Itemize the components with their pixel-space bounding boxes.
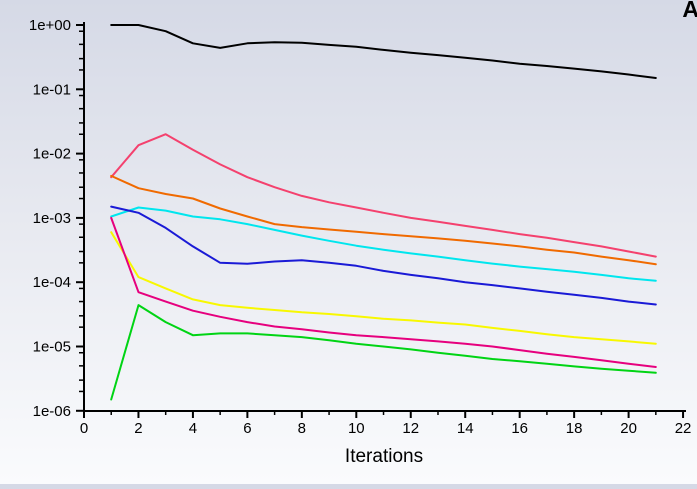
y-tick-label: 1e-01 bbox=[33, 81, 71, 98]
y-tick-label: 1e-04 bbox=[33, 274, 71, 291]
x-axis: 0 2 4 6 8 10 12 14 16 18 20 22 bbox=[80, 410, 692, 437]
x-tick-label: 16 bbox=[511, 420, 528, 437]
x-tick-label: 14 bbox=[457, 420, 474, 437]
y-axis: 1e+00 1e-01 1e-02 1e-03 1e-04 1e-05 1e-06 bbox=[29, 17, 85, 420]
residual-yellow bbox=[110, 231, 657, 345]
residual-blue bbox=[110, 205, 657, 306]
x-tick-label: 22 bbox=[675, 420, 692, 437]
x-tick-label: 6 bbox=[243, 420, 251, 437]
x-tick-label: 20 bbox=[620, 420, 637, 437]
ansys-logo-letter: A bbox=[682, 0, 697, 22]
residual-cyan bbox=[110, 206, 657, 282]
residual-magenta bbox=[110, 216, 657, 368]
residual-curves bbox=[110, 24, 657, 401]
x-axis-title: Iterations bbox=[344, 446, 424, 467]
y-tick-label: 1e-02 bbox=[33, 146, 71, 163]
x-tick-label: 18 bbox=[566, 420, 583, 437]
residual-orange bbox=[110, 174, 657, 266]
x-tick-label: 0 bbox=[80, 420, 88, 437]
y-tick-label: 1e-05 bbox=[33, 339, 71, 356]
x-tick-label: 12 bbox=[402, 420, 419, 437]
y-tick-label: 1e+00 bbox=[29, 17, 71, 34]
x-tick-label: 4 bbox=[189, 420, 197, 437]
x-tick-label: 2 bbox=[134, 420, 142, 437]
residual-green bbox=[110, 304, 657, 401]
y-tick-label: 1e-06 bbox=[33, 403, 71, 420]
x-tick-label: 8 bbox=[298, 420, 306, 437]
residual-black bbox=[110, 24, 657, 79]
x-tick-label: 10 bbox=[348, 420, 365, 437]
residual-pink bbox=[110, 133, 657, 258]
y-tick-label: 1e-03 bbox=[33, 210, 71, 227]
